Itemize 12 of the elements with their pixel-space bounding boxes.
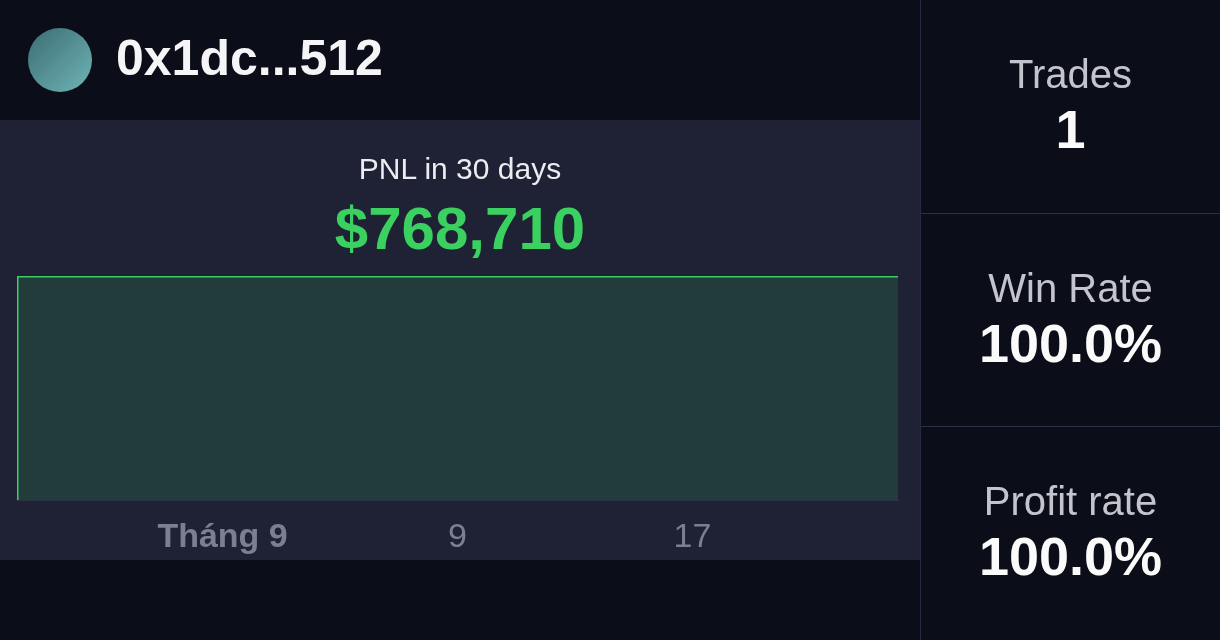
text: Trades: [1008, 51, 1133, 97]
x-tick-label: 9: [448, 516, 467, 556]
chart-title: PNL in 30 days: [357, 152, 563, 187]
chart-subtitle: $768,710: [333, 194, 587, 263]
text: 1: [1054, 98, 1087, 161]
text: 0x1dc...512: [116, 29, 383, 88]
x-tick-label: 17: [673, 516, 712, 556]
x-tick-label: Tháng 9: [157, 516, 288, 556]
text: 100.0%: [977, 312, 1164, 375]
text: Win Rate: [987, 265, 1154, 311]
text: Profit rate: [982, 478, 1159, 524]
text: 100.0%: [977, 525, 1164, 588]
